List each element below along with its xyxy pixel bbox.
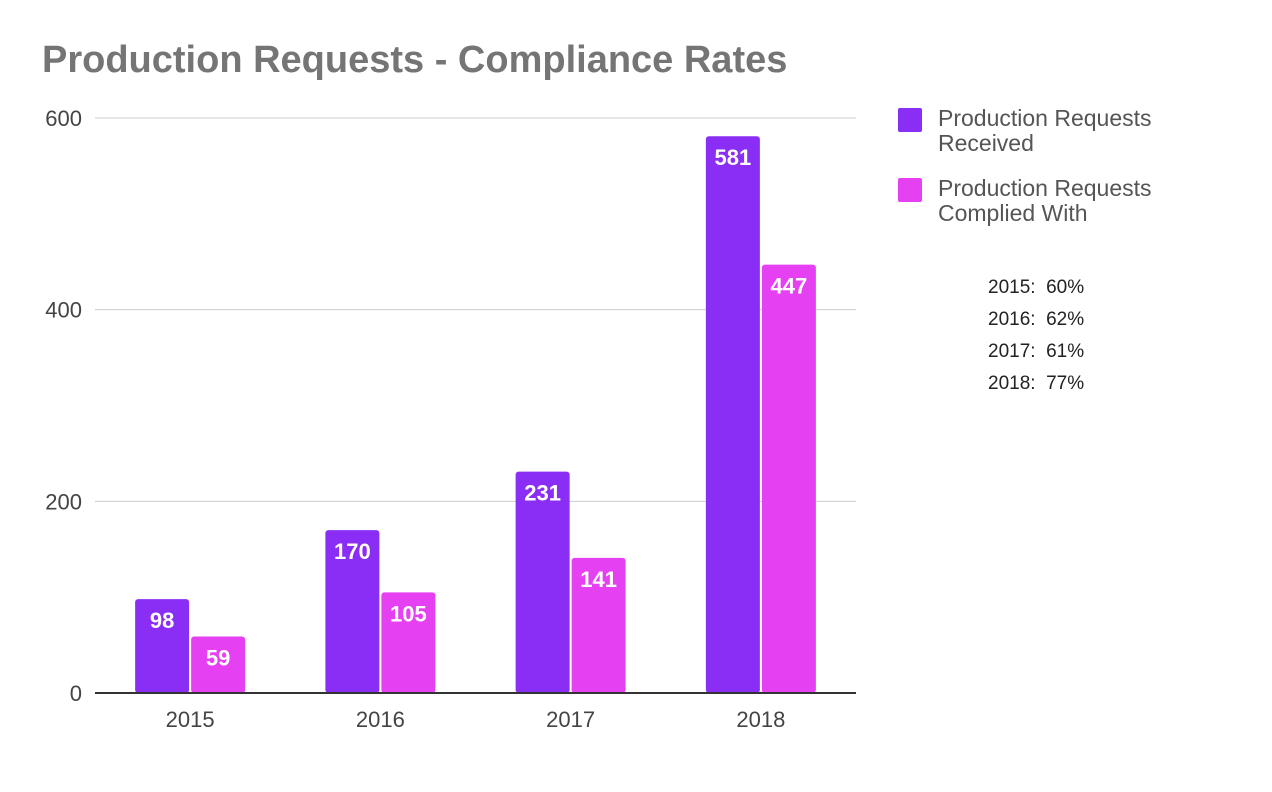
compliance-rate-note: 2018: 77% bbox=[988, 373, 1084, 394]
bar bbox=[135, 599, 190, 693]
x-axis: 2015 2016 2017 2018 bbox=[95, 692, 856, 732]
legend-label-line: Complied With bbox=[938, 200, 1088, 226]
bar bbox=[761, 264, 816, 693]
data-label: 105 bbox=[390, 601, 427, 626]
bar bbox=[515, 471, 570, 693]
bar bbox=[705, 136, 760, 694]
legend-label-line: Production Requests bbox=[938, 105, 1152, 131]
legend-label: Production Requests Complied With bbox=[938, 175, 1152, 226]
y-tick-label: 0 bbox=[70, 681, 82, 706]
chart-title: Production Requests - Compliance Rates bbox=[42, 39, 787, 81]
data-label: 231 bbox=[524, 481, 561, 506]
x-tick-label: 2016 bbox=[356, 707, 405, 732]
y-tick-label: 600 bbox=[45, 106, 82, 131]
data-label: 141 bbox=[580, 567, 617, 592]
data-label: 98 bbox=[150, 608, 174, 633]
bar bbox=[571, 557, 626, 693]
bars: 98 59 170 105 231 141 581 447 bbox=[135, 136, 816, 694]
bar bbox=[191, 636, 246, 693]
bar bbox=[325, 530, 380, 693]
compliance-rate-note: 2017: 61% bbox=[988, 341, 1084, 362]
compliance-rate-note: 2016: 62% bbox=[988, 309, 1084, 330]
compliance-rate-note: 2015: 60% bbox=[988, 277, 1084, 298]
compliance-rate-notes: 2015: 60% 2016: 62% 2017: 61% 2018: 77% bbox=[988, 277, 1084, 394]
x-tick-label: 2015 bbox=[166, 707, 215, 732]
y-tick-label: 400 bbox=[45, 298, 82, 323]
x-tick-label: 2018 bbox=[736, 707, 785, 732]
data-label: 59 bbox=[206, 645, 230, 670]
legend-label-line: Received bbox=[938, 130, 1034, 156]
data-label: 447 bbox=[771, 274, 808, 299]
legend-label: Production Requests Received bbox=[938, 105, 1152, 156]
legend-swatch bbox=[898, 178, 922, 202]
y-tick-label: 200 bbox=[45, 489, 82, 514]
data-label: 581 bbox=[715, 145, 752, 170]
data-label: 170 bbox=[334, 539, 371, 564]
bar bbox=[381, 592, 436, 693]
y-axis: 0 200 400 600 bbox=[45, 106, 82, 706]
x-tick-label: 2017 bbox=[546, 707, 595, 732]
legend-label-line: Production Requests bbox=[938, 175, 1152, 201]
legend-swatch bbox=[898, 108, 922, 132]
